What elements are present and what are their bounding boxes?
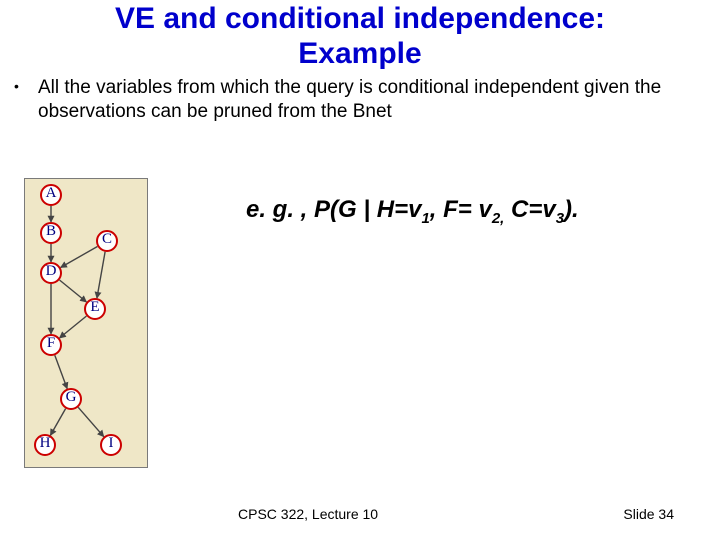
node-label: E xyxy=(84,299,106,316)
node-h: H xyxy=(34,434,56,456)
node-e: E xyxy=(84,298,106,320)
example-sub-2: 2, xyxy=(492,210,505,227)
edge xyxy=(61,247,98,268)
node-g: G xyxy=(60,388,82,410)
node-label: A xyxy=(40,185,62,202)
edge xyxy=(50,409,65,436)
node-c: C xyxy=(96,230,118,252)
bullet-item: • All the variables from which the query… xyxy=(14,76,704,124)
bnet-diagram: A B C D E F G H I xyxy=(24,178,174,478)
edge xyxy=(78,407,104,436)
example-mid-1: , F= v xyxy=(430,196,492,223)
footer-slide-number: Slide 34 xyxy=(623,506,674,522)
node-d: D xyxy=(40,262,62,284)
example-sub-1: 1 xyxy=(421,210,429,227)
example-formula: e. g. , P(G | H=v1, F= v2, C=v3). xyxy=(246,196,579,227)
example-sub-3: 3 xyxy=(556,210,564,227)
node-label: F xyxy=(40,335,62,352)
node-f: F xyxy=(40,334,62,356)
edge xyxy=(60,280,87,302)
node-i: I xyxy=(100,434,122,456)
edge xyxy=(97,252,105,298)
node-a: A xyxy=(40,184,62,206)
node-label: B xyxy=(40,223,62,240)
bullet-text: All the variables from which the query i… xyxy=(38,76,704,124)
example-prefix: e. g. , P(G | H=v xyxy=(246,196,421,223)
example-mid-2: C=v xyxy=(504,196,555,223)
title-line-1: VE and conditional independence: xyxy=(115,2,605,35)
node-b: B xyxy=(40,222,62,244)
node-label: G xyxy=(60,389,82,406)
edge xyxy=(55,355,67,388)
node-label: C xyxy=(96,231,118,248)
edge xyxy=(60,316,87,338)
slide-title: VE and conditional independence: Example xyxy=(0,2,720,71)
slide: VE and conditional independence: Example… xyxy=(0,0,720,540)
node-label: I xyxy=(100,435,122,452)
title-line-2: Example xyxy=(298,37,421,70)
node-label: D xyxy=(40,263,62,280)
footer-course: CPSC 322, Lecture 10 xyxy=(238,506,378,522)
example-suffix: ). xyxy=(564,196,579,223)
node-label: H xyxy=(34,435,56,452)
bullet-dot: • xyxy=(14,78,19,96)
